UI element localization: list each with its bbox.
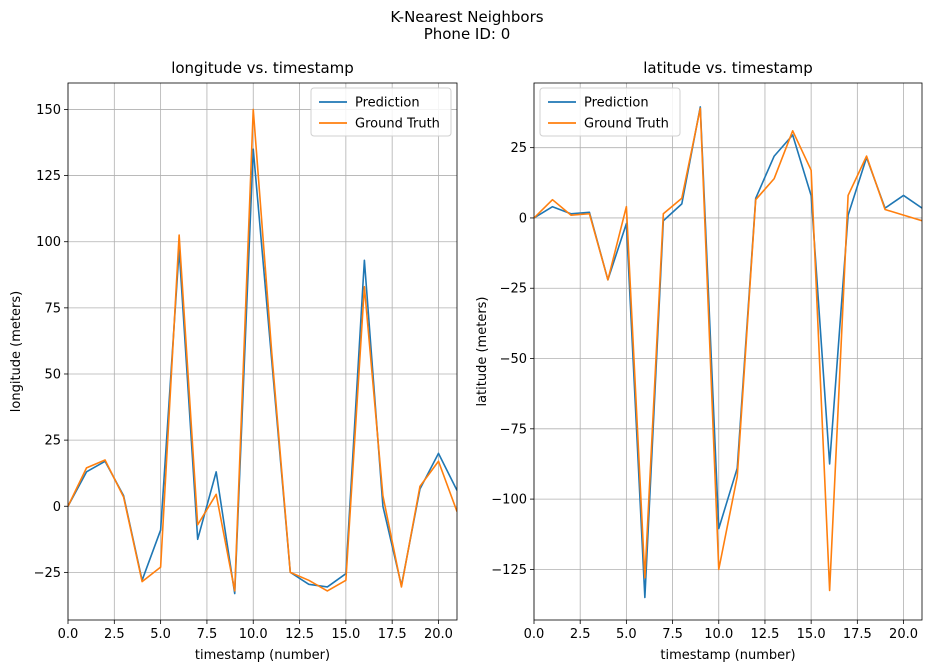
x-tick-label: 2.5 [570,627,591,642]
x-tick-label: 7.5 [662,627,683,642]
y-tick-label: 125 [36,169,61,184]
legend-box [539,87,681,137]
longitude-chart: longitude vs. timestamp timestamp (numbe… [9,59,458,663]
x-tick-label: 7.5 [197,627,218,642]
x-tick-label: 17.5 [843,627,872,642]
y-tick-label: −75 [500,422,527,437]
legend: Prediction Ground Truth [310,87,452,137]
x-tick-label: 0.0 [524,627,545,642]
y-axis-label: longitude (meters) [9,291,24,412]
series-group [534,106,922,599]
series-line-prediction [68,148,457,595]
y-tick-label: −25 [500,282,527,297]
chart-title: latitude vs. timestamp [643,59,812,77]
x-tick-label: 20.0 [424,627,453,642]
x-tick-label: 10.0 [704,627,733,642]
legend: Prediction Ground Truth [539,87,681,137]
latitude-chart: latitude vs. timestamp timestamp (number… [475,59,923,663]
figure-title-line1: K-Nearest Neighbors [390,8,543,26]
y-tick-label: −50 [500,352,527,367]
x-axis-label: timestamp (number) [660,648,795,663]
x-tick-label: 10.0 [239,627,268,642]
series-group [68,108,457,595]
legend-label: Prediction [355,96,420,111]
y-tick-label: 50 [44,367,61,382]
ticks: 0.0 2.5 5.0 7.5 10.0 12.5 15.0 17.5 20.0 −25 0 25 50… [34,103,453,642]
x-tick-label: 2.5 [104,627,125,642]
x-tick-label: 17.5 [378,627,407,642]
x-tick-label: 20.0 [889,627,918,642]
chart-title: longitude vs. timestamp [171,59,354,77]
x-tick-label: 5.0 [150,627,171,642]
series-line-ground-truth [534,107,922,592]
figure-title-line2: Phone ID: 0 [424,25,511,43]
y-tick-label: 0 [53,500,61,515]
y-tick-label: −125 [491,563,527,578]
legend-label: Ground Truth [584,117,669,132]
y-tick-label: 100 [36,235,61,250]
y-tick-label: −100 [491,493,527,508]
y-tick-label: 25 [44,434,61,449]
grid [67,83,457,620]
y-tick-label: 150 [36,103,61,118]
y-tick-label: 25 [510,141,527,156]
legend-label: Ground Truth [355,117,440,132]
y-tick-label: 0 [519,211,527,226]
ticks: 0.0 2.5 5.0 7.5 10.0 12.5 15.0 17.5 20.0 −125 −100… [491,141,918,642]
legend-box [310,87,452,137]
legend-label: Prediction [584,96,649,111]
x-tick-label: 15.0 [331,627,360,642]
x-tick-label: 0.0 [58,627,79,642]
x-axis-label: timestamp (number) [195,648,330,663]
y-tick-label: −25 [34,566,61,581]
x-tick-label: 15.0 [797,627,826,642]
y-tick-label: 75 [44,301,61,316]
x-tick-label: 12.5 [285,627,314,642]
series-line-ground-truth [68,108,457,592]
plot-frame [533,82,923,621]
x-tick-label: 5.0 [616,627,637,642]
y-axis-label: latitude (meters) [475,296,490,406]
plot-frame [67,82,458,621]
x-tick-label: 12.5 [750,627,779,642]
